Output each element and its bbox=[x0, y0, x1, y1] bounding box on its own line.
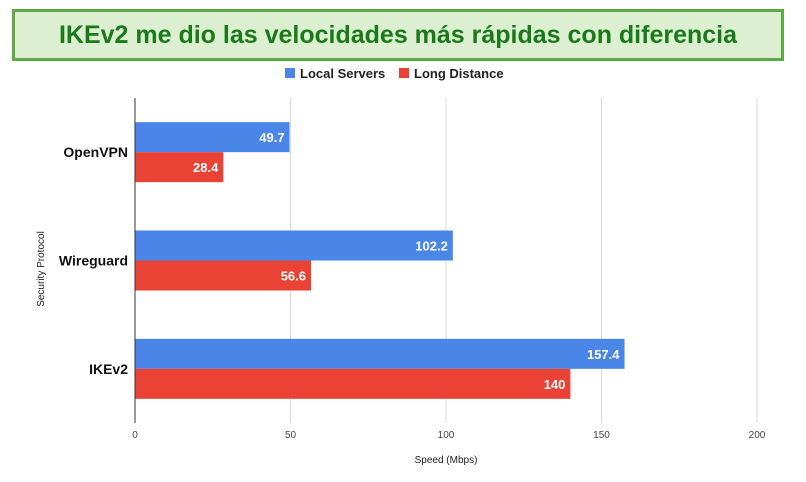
bar-value-label: 102.2 bbox=[415, 239, 448, 254]
x-tick-label: 0 bbox=[132, 430, 138, 441]
category-label: Wireguard bbox=[59, 253, 128, 269]
bars: 49.7 28.4 102.2 56.6 157.4 140 bbox=[135, 122, 625, 399]
category-label: IKEv2 bbox=[89, 361, 128, 377]
legend-swatch bbox=[399, 68, 409, 78]
bar bbox=[135, 122, 290, 153]
bar-value-label: 157.4 bbox=[587, 347, 620, 362]
x-axis-label: Speed (Mbps) bbox=[415, 455, 478, 466]
bar-value-label: 49.7 bbox=[259, 130, 284, 145]
legend-label: Local Servers bbox=[300, 66, 385, 81]
bar bbox=[135, 152, 224, 183]
legend-label: Long Distance bbox=[414, 66, 504, 81]
x-tick-label: 150 bbox=[593, 430, 610, 441]
x-tick-label: 200 bbox=[749, 430, 766, 441]
bar bbox=[135, 260, 312, 291]
bar bbox=[135, 368, 571, 399]
bar bbox=[135, 338, 625, 369]
y-axis-label: Security Protocol bbox=[36, 231, 47, 307]
legend: Local Servers Long Distance bbox=[285, 66, 504, 81]
x-tick-label: 100 bbox=[438, 430, 455, 441]
bar-value-label: 140 bbox=[544, 377, 566, 392]
chart-title: IKEv2 me dio las velocidades más rápidas… bbox=[58, 20, 738, 49]
category-label: OpenVPN bbox=[63, 144, 128, 160]
title-banner: IKEv2 me dio las velocidades más rápidas… bbox=[12, 9, 784, 61]
legend-swatch bbox=[285, 68, 295, 78]
bar bbox=[135, 230, 453, 261]
bar-value-label: 56.6 bbox=[281, 269, 306, 284]
bar-value-label: 28.4 bbox=[193, 160, 219, 175]
x-tick-label: 50 bbox=[285, 430, 297, 441]
axis: 0 50 100 150 200 OpenVPN Wireguard IKEv2 bbox=[59, 98, 766, 441]
